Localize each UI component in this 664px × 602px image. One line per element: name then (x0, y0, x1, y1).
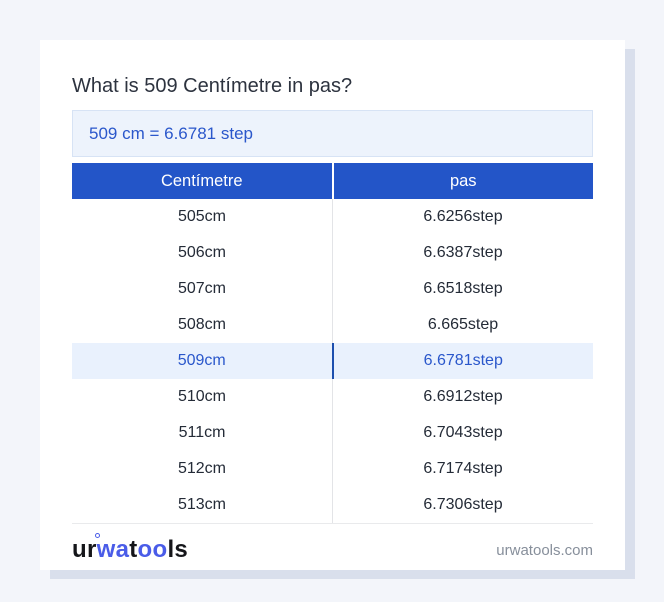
cell-pas: 6.665step (332, 307, 593, 343)
table-row: 510cm 6.6912step (72, 379, 593, 415)
cell-centimetre: 507cm (177, 280, 227, 297)
table-header-centimetre: Centímetre (160, 172, 243, 190)
cell-pas: 6.6518step (332, 271, 593, 307)
table-row-highlighted: 509cm 6.6781step (72, 343, 593, 379)
logo-ring-anchor: wa (94, 533, 130, 564)
conversion-result-text: 509 cm = 6.6781 step (89, 124, 253, 143)
table-row: 506cm 6.6387step (72, 235, 593, 271)
table-row: 507cm 6.6518step (72, 271, 593, 307)
cell-centimetre: 511cm (178, 424, 226, 441)
cell-pas: 6.6781step (331, 343, 594, 379)
logo-seg-t: t (129, 536, 138, 563)
table-header-pas: pas (331, 163, 594, 199)
website-link[interactable]: urwatools.com (496, 541, 593, 559)
cell-centimetre: 510cm (177, 388, 227, 405)
card-footer: ur watools urwatools.com (72, 532, 593, 568)
conversion-table: Centímetre pas 505cm 6.6256step 506cm 6.… (72, 163, 593, 524)
cell-centimetre: 512cm (177, 460, 227, 477)
table-row: 508cm 6.665step (72, 307, 593, 343)
cell-pas: 6.6256step (332, 199, 593, 235)
cell-centimetre: 513cm (177, 496, 227, 513)
table-header-row: Centímetre pas (72, 163, 593, 199)
page-title: What is 509 Centímetre in pas? (72, 75, 353, 97)
cell-pas: 6.7306step (332, 487, 593, 523)
logo-seg-ur: ur (72, 536, 97, 563)
table-row: 505cm 6.6256step (72, 199, 593, 235)
logo-seg-wa: wa (96, 536, 130, 563)
table-row: 511cm 6.7043step (72, 415, 593, 451)
conversion-card: What is 509 Centímetre in pas? 509 cm = … (40, 40, 625, 570)
cell-centimetre: 508cm (177, 316, 227, 333)
table-row: 512cm 6.7174step (72, 451, 593, 487)
cell-centimetre: 505cm (177, 208, 227, 225)
logo-seg-oo: oo (137, 536, 168, 563)
conversion-result-box: 509 cm = 6.6781 step (72, 110, 593, 157)
cell-pas: 6.6912step (332, 379, 593, 415)
table-row: 513cm 6.7306step (72, 487, 593, 523)
logo-seg-ls: ls (167, 536, 189, 563)
cell-centimetre: 506cm (177, 244, 227, 261)
logo-ring-icon (94, 533, 100, 538)
logo[interactable]: ur watools (72, 533, 189, 564)
cell-centimetre: 509cm (177, 352, 226, 369)
cell-pas: 6.6387step (332, 235, 593, 271)
cell-pas: 6.7174step (332, 451, 593, 487)
cell-pas: 6.7043step (332, 415, 593, 451)
